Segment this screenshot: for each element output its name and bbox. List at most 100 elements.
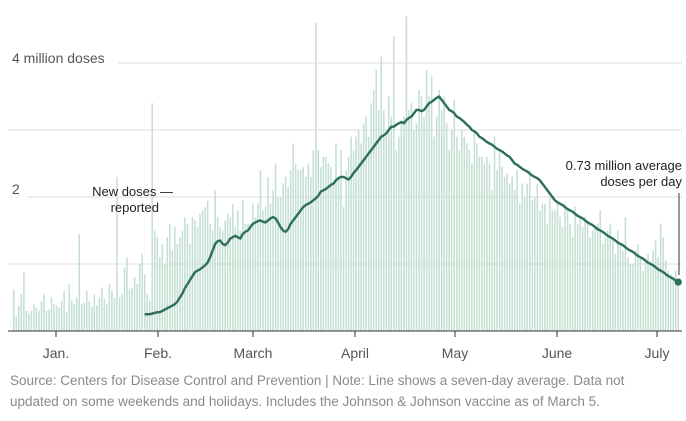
dose-bar (116, 176, 118, 331)
dose-bar (68, 284, 70, 331)
dose-bar (209, 223, 211, 331)
dose-bar (45, 310, 48, 331)
dose-bar (158, 257, 161, 331)
dose-bar (513, 190, 516, 331)
dose-bar (488, 163, 491, 331)
dose-bar (237, 210, 239, 331)
dose-bar (249, 223, 252, 331)
dose-bar (544, 203, 546, 331)
dose-bar (85, 290, 88, 331)
dose-bar (433, 136, 435, 331)
dose-bar (216, 217, 219, 331)
dose-bar (304, 176, 307, 331)
dose-bar (141, 253, 143, 331)
dose-bar (481, 156, 483, 331)
dose-bar (463, 136, 466, 331)
dose-bar (654, 240, 657, 331)
dose-bar (400, 123, 403, 331)
dose-bar (206, 200, 209, 331)
dose-bar (523, 197, 526, 331)
dose-bar (101, 287, 103, 331)
dose-bar (181, 230, 184, 331)
dose-bar (151, 103, 153, 331)
dose-bar (493, 136, 496, 331)
dose-bar (272, 190, 274, 331)
dose-bar (169, 223, 171, 331)
dose-bar (619, 243, 622, 331)
dose-bar (128, 289, 131, 331)
dose-bar (425, 69, 428, 331)
dose-bar (262, 210, 264, 331)
dose-bar (201, 210, 204, 331)
dose-bar (652, 250, 654, 331)
seven-day-average-line (144, 95, 682, 316)
dose-bar (214, 190, 216, 331)
dose-bar (259, 170, 262, 331)
latest-average-dot (674, 278, 682, 286)
dose-bar (541, 203, 544, 331)
dose-bar (360, 143, 362, 331)
dose-bar (113, 297, 116, 331)
dose-bar (156, 237, 159, 331)
dose-bar (194, 220, 196, 331)
dose-bar (420, 96, 423, 331)
dose-bar (423, 116, 425, 331)
dose-bar (443, 96, 445, 331)
dose-bar (108, 284, 111, 331)
dose-bar (388, 96, 390, 331)
dose-bar (146, 294, 148, 331)
dose-bar (561, 227, 564, 331)
dose-bar (289, 170, 292, 331)
dose-bar (73, 304, 75, 331)
dose-bar (380, 56, 383, 332)
dose-bar (70, 300, 73, 331)
dose-bar (589, 237, 591, 331)
dose-bar (219, 227, 221, 331)
dose-bar (307, 163, 310, 331)
dose-bar (204, 207, 206, 331)
dose-bar (229, 217, 232, 331)
dose-bar (211, 230, 214, 331)
x-tick-label-march: March (234, 345, 273, 361)
dose-bar (539, 210, 541, 331)
dose-bar (408, 109, 410, 332)
dose-bar (372, 89, 375, 331)
dose-bar (604, 237, 607, 331)
dose-bar (617, 230, 619, 331)
dose-bar (413, 130, 415, 331)
dose-bar (106, 304, 108, 331)
dose-bar (674, 270, 677, 331)
dose-bar (43, 294, 45, 331)
x-tick-label-feb: Feb. (144, 345, 172, 361)
dose-bar (35, 307, 38, 331)
dose-bar (244, 223, 247, 331)
dose-bar (496, 170, 498, 331)
dose-bar (508, 183, 511, 331)
dose-bar (430, 76, 433, 332)
dose-bar (639, 257, 642, 331)
dose-bar (644, 260, 647, 331)
dose-bar (88, 300, 91, 331)
dose-bar (91, 306, 93, 331)
dose-bar (627, 257, 629, 331)
dose-bar (370, 103, 372, 331)
dose-bar (78, 233, 80, 331)
dose-bar (184, 217, 186, 331)
dose-bar (312, 150, 315, 331)
dose-bar (461, 130, 463, 331)
dose-bar (350, 136, 352, 331)
new-doses-annotation-line2: reported (111, 200, 159, 215)
dose-bar (581, 227, 584, 331)
dose-bar (176, 243, 179, 331)
dose-bar (143, 274, 146, 331)
dose-bar (189, 243, 191, 331)
dose-bar (637, 243, 639, 331)
dose-bar (103, 298, 106, 331)
dose-bar (634, 250, 637, 331)
dose-bar (591, 230, 594, 331)
dose-bar (257, 203, 259, 331)
dose-bar (277, 197, 279, 331)
dose-bar (28, 313, 30, 331)
dose-bar (609, 223, 612, 331)
y-tick-label-2: 2 (12, 181, 20, 197)
